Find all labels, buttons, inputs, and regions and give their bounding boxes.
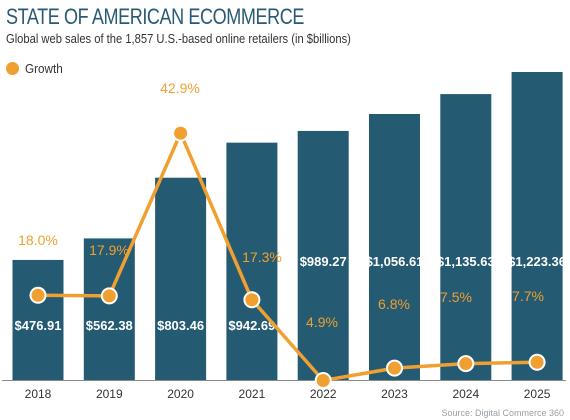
bar-value-label-2023: $1,056.61 [366, 254, 424, 269]
bar-value-label-2025: $1,223.36 [508, 254, 566, 269]
bar-2020 [155, 177, 207, 380]
growth-label-2025: 7.7% [512, 288, 544, 304]
bar-2019 [83, 238, 135, 380]
bar-value-label-2019: $562.38 [86, 318, 133, 333]
bar-value-label-2024: $1,135.63 [437, 254, 495, 269]
x-tick-label-2024: 2024 [452, 387, 479, 401]
growth-label-2022: 4.9% [306, 314, 338, 330]
legend: Growth [6, 61, 67, 76]
bar-2022 [297, 130, 349, 380]
x-tick-label-2020: 2020 [167, 387, 194, 401]
growth-point-2020 [172, 124, 190, 142]
growth-label-2020: 42.9% [160, 80, 200, 96]
chart-title: STATE OF AMERICAN ECOMMERCE [6, 4, 304, 29]
bar-value-label-2022: $989.27 [300, 254, 347, 269]
x-tick-label-2021: 2021 [239, 387, 266, 401]
growth-label-2018: 18.0% [18, 232, 58, 248]
x-tick-label-2019: 2019 [96, 387, 123, 401]
growth-label-2024: 7.5% [440, 289, 472, 305]
bar-2024 [440, 94, 492, 380]
chart-subtitle: Global web sales of the 1,857 U.S.-based… [6, 31, 351, 46]
growth-label-2023: 6.8% [378, 296, 410, 312]
growth-point-2019 [100, 287, 118, 305]
growth-label-2021: 17.3% [242, 249, 282, 265]
bar-2018 [12, 259, 64, 380]
legend-growth-marker [6, 62, 19, 75]
legend-growth-label: Growth [25, 61, 63, 76]
bar-2023 [369, 113, 420, 380]
bar-value-label-2020: $803.46 [157, 318, 204, 333]
growth-point-2022 [314, 372, 332, 390]
growth-point-2025 [528, 353, 546, 371]
growth-point-2023 [386, 359, 403, 377]
x-tick-label-2025: 2025 [524, 387, 551, 401]
bar-value-label-2021: $942.69 [228, 318, 275, 333]
bar-2025 [511, 72, 563, 380]
x-tick-label-2018: 2018 [25, 387, 52, 401]
growth-line [37, 131, 538, 383]
bar-value-label-2018: $476.91 [15, 318, 62, 333]
source-note: Source: Digital Commerce 360 [441, 408, 564, 418]
growth-point-2021 [243, 291, 261, 309]
x-tick-label-2023: 2023 [381, 387, 408, 401]
x-tick-label-2022: 2022 [310, 387, 337, 401]
growth-point-2024 [457, 355, 475, 373]
growth-label-2019: 17.9% [89, 242, 129, 258]
growth-point-2018 [29, 286, 47, 304]
